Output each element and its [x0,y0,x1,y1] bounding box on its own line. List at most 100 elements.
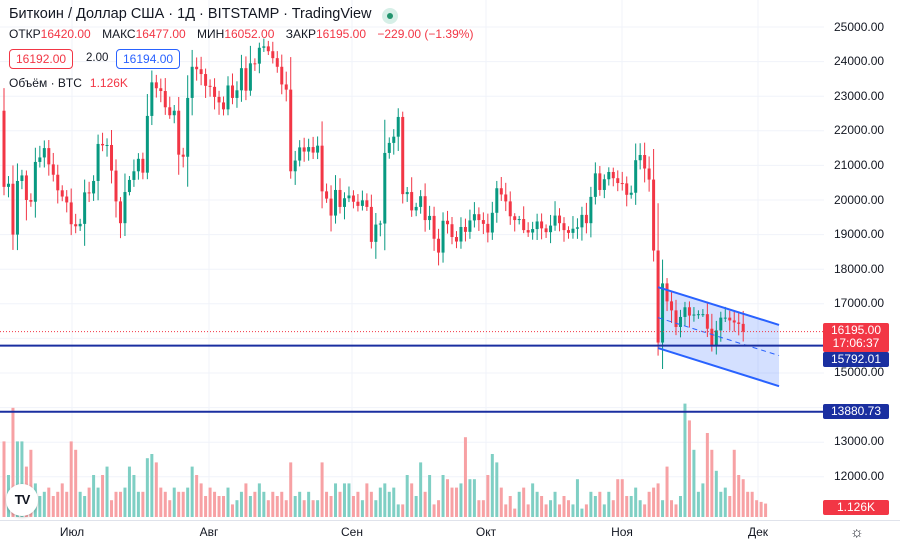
volume-bar [486,475,490,517]
candle-body [96,143,100,181]
volume-bar [526,504,530,517]
volume-bar [257,483,261,517]
candle-body [262,46,266,48]
volume-bar [365,483,369,517]
candle-body [275,58,279,67]
volume-bar [334,483,338,517]
candle-body [450,224,454,238]
volume-bar [222,496,226,517]
volume-bar [454,487,458,517]
last-price-value: 16195.00 [830,323,882,337]
volume-bar [643,504,647,517]
candle-body [625,183,629,195]
buy-price-button[interactable]: 16194.00 [116,49,181,69]
candle-body [244,68,248,91]
volume-bar [47,487,51,517]
volume-bar [360,500,364,517]
volume-bar [293,496,297,517]
volume-bar [472,479,476,517]
candle-body [217,96,221,103]
volume-bar [522,487,526,517]
volume-bar [499,487,503,517]
gear-icon[interactable]: ☼ [850,524,864,541]
y-tick: 24000.00 [834,54,885,68]
close-label: ЗАКР [285,27,316,41]
volume-bar [387,491,391,517]
candle-body [257,47,261,64]
y-tick: 15000.00 [834,365,885,379]
horizontal-line-label: 15792.01 [823,352,889,367]
candle-body [566,230,570,233]
candle-body [593,173,597,197]
candle-body [56,174,60,191]
candle-body [280,66,284,85]
candle-body [674,310,678,327]
volume-bar [105,466,109,517]
x-tick: Окт [475,525,497,539]
volume-bar [540,496,544,517]
candle-body [181,154,185,157]
volume-bar [437,500,441,517]
candle-body [87,192,91,194]
candle-body [687,307,691,316]
candle-body [634,160,638,193]
spread-value: 2.00 [86,52,109,64]
candle-body [678,316,682,327]
candle-body [620,183,624,185]
candle-body [414,206,418,211]
high-label: МАКС [102,27,136,41]
candle-body [145,115,149,173]
candle-body [692,314,696,316]
volume-bar [275,496,279,517]
volume-bar [150,454,154,517]
candle-body [248,63,252,91]
volume-bar [759,501,763,517]
candle-body [477,214,481,221]
volume-bar [213,491,217,517]
volume-bar [710,449,714,517]
volume-bar [741,479,745,517]
low-label: МИН [197,27,225,41]
volume-bar [719,491,723,517]
y-tick: 20000.00 [834,193,885,207]
candle-body [396,116,400,137]
x-tick: Сен [341,525,363,539]
candle-body [266,46,270,52]
candle-body [132,171,136,180]
candle-body [580,214,584,228]
volume-bar [629,496,633,517]
candle-body [392,136,396,143]
volume-bar [670,500,674,517]
volume-bar [136,491,140,517]
candle-body [490,212,494,233]
candle-body [110,144,114,171]
candle-body [463,226,467,232]
candle-body [298,147,302,161]
volume-bar [692,449,696,517]
candle-body [486,223,490,233]
sell-price-button[interactable]: 16192.00 [9,49,74,69]
volume-bar [230,504,234,517]
candle-body [226,85,230,110]
volume-bar [356,491,360,517]
y-tick: 21000.00 [834,158,885,172]
candle-body [78,223,82,227]
candle-body [670,301,674,311]
volume-bar [450,487,454,517]
candle-body [307,147,311,152]
tradingview-logo[interactable]: TV [6,484,38,516]
candle-body [51,164,55,175]
volume-bar [271,491,275,517]
candle-body [168,107,172,116]
volume-bar [163,491,167,517]
candle-body [69,202,73,225]
y-tick: 22000.00 [834,123,885,137]
volume-bar [566,500,570,517]
candle-body [159,88,163,92]
candle-body [24,175,28,200]
symbol-title[interactable]: Биткоин / Доллар США · 1Д · BITSTAMP · T… [9,6,372,22]
candle-body [316,145,320,153]
volume-bar [56,491,60,517]
volume-axis-label: 1.126K [823,500,889,515]
